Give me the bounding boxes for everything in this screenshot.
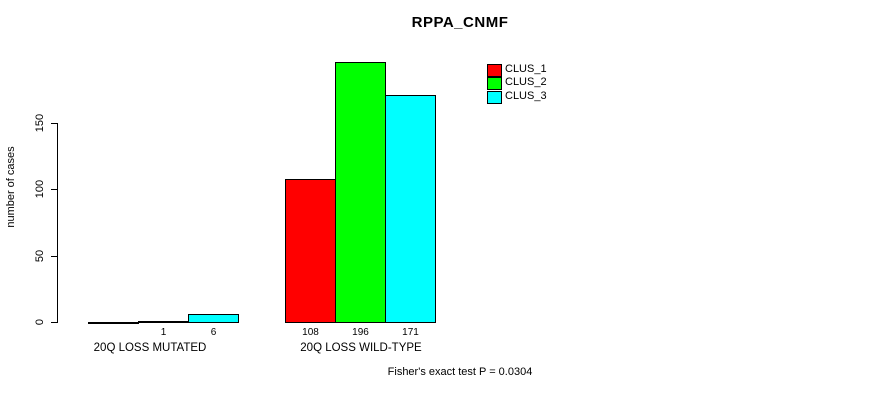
legend-label-clus_2: CLUS_2 xyxy=(505,76,547,88)
bar-clus_2-group2 xyxy=(335,62,386,323)
bar-clus_1-group2 xyxy=(285,179,336,323)
y-axis-tick xyxy=(51,256,57,257)
bar-count-label: 171 xyxy=(402,327,419,338)
bar-clus_2-group1 xyxy=(138,321,189,323)
legend-label-clus_3: CLUS_3 xyxy=(505,90,547,102)
legend-swatch-clus_3 xyxy=(487,91,502,104)
legend-swatch-clus_2 xyxy=(487,77,502,90)
y-axis-tick-label: 0 xyxy=(34,318,46,326)
y-axis-tick xyxy=(51,123,57,124)
legend-swatch-clus_1 xyxy=(487,64,502,77)
y-axis-tick-label: 100 xyxy=(34,179,46,199)
legend-label-clus_1: CLUS_1 xyxy=(505,63,547,75)
y-axis-title: number of cases xyxy=(5,146,17,228)
fisher-test-annotation: Fisher's exact test P = 0.0304 xyxy=(387,366,533,378)
bar-count-label: 196 xyxy=(352,327,369,338)
bar-count-label: 108 xyxy=(302,327,319,338)
bar-clus_3-group1 xyxy=(188,314,239,323)
bar-count-label: 6 xyxy=(210,327,217,338)
category-label: 20Q LOSS WILD-TYPE xyxy=(300,342,422,354)
category-label: 20Q LOSS MUTATED xyxy=(93,342,207,354)
chart-title: RPPA_CNMF xyxy=(411,14,509,31)
bar-count-label: 1 xyxy=(160,327,167,338)
y-axis-tick xyxy=(51,189,57,190)
y-axis-tick xyxy=(51,322,57,323)
y-axis-tick-label: 150 xyxy=(34,113,46,133)
bar-clus_1-group1 xyxy=(88,322,139,324)
y-axis-line xyxy=(57,123,58,323)
y-axis-tick-label: 50 xyxy=(34,249,46,263)
bar-clus_3-group2 xyxy=(385,95,436,323)
